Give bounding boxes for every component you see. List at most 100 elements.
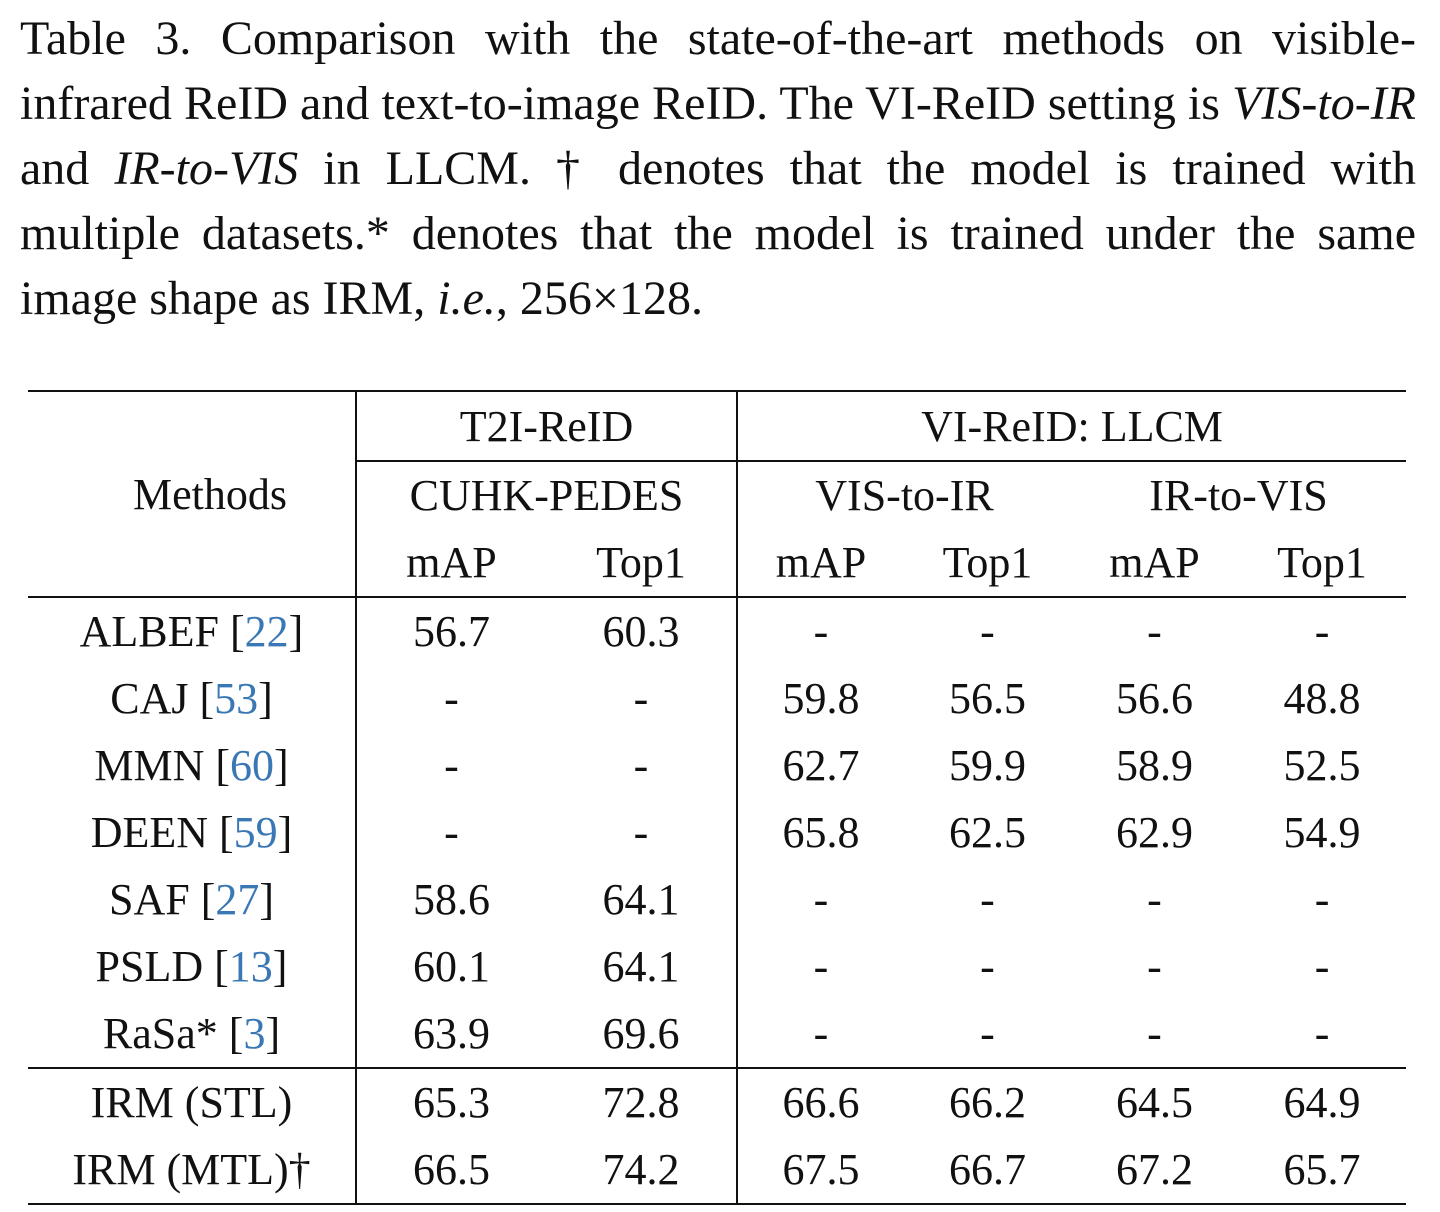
table-cell-best: 67.5 xyxy=(736,1136,904,1204)
table-cell-best: 74.2 xyxy=(602,1145,680,1194)
citation-link[interactable]: 60 xyxy=(230,741,275,790)
table-cell: 56.6 xyxy=(1116,674,1193,723)
caption-italic-vis-to-ir: VIS-to-IR xyxy=(1232,77,1416,130)
table-cell: 64.5 xyxy=(1116,1078,1193,1127)
subheader-ir-to-vis: IR-to-VIS xyxy=(1149,470,1328,520)
table-cell: 48.8 xyxy=(1283,674,1361,723)
group-header-t2i: T2I-ReID xyxy=(355,391,737,462)
table-cell-best: 65.7 xyxy=(1283,1145,1361,1194)
table-cell: - xyxy=(1147,607,1162,656)
table-cell: - xyxy=(1147,942,1162,991)
table-caption: Table 3. Comparison with the state-of-th… xyxy=(20,6,1416,331)
caption-text-2: and xyxy=(20,142,115,195)
table-cell-best: 66.5 xyxy=(355,1136,546,1204)
metric-header: Top1 xyxy=(942,537,1033,587)
group-header-vi: VI-ReID: LLCM xyxy=(735,391,1407,462)
citation-link[interactable]: 59 xyxy=(233,808,278,857)
table-row: ALBEF [22] 56.7 60.3 - - - - xyxy=(28,597,1407,665)
table-row: CAJ [53] - - 59.8 56.5 56.6 48.8 xyxy=(28,665,1406,732)
table-cell: - xyxy=(980,1009,995,1058)
table-cell: 72.8 xyxy=(602,1078,680,1127)
caption-text-3: in LLCM. † denotes that the model is tra… xyxy=(20,142,1416,325)
citation-link[interactable]: 53 xyxy=(214,674,259,723)
method-name: RaSa* [3] xyxy=(102,1009,281,1058)
table-cell: 62.7 xyxy=(736,732,904,799)
method-name: DEEN [59] xyxy=(90,808,293,857)
table-cell: 59.9 xyxy=(949,741,1026,790)
table-cell: - xyxy=(736,933,904,1000)
table-row: MMN [60] - - 62.7 59.9 58.9 52.5 xyxy=(28,732,1406,799)
table-cell: 64.9 xyxy=(1283,1078,1361,1127)
results-table: Methods T2I-ReID VI-ReID: LLCM CUHK-PEDE… xyxy=(28,390,1407,1205)
metric-header: mAP xyxy=(736,528,904,597)
caption-text-1: Table 3. Comparison with the state-of-th… xyxy=(20,12,1416,130)
method-name: ALBEF [22] xyxy=(79,607,304,656)
citation-link[interactable]: 13 xyxy=(228,942,273,991)
metric-header: mAP xyxy=(355,528,546,597)
table-cell: - xyxy=(1147,875,1162,924)
methods-header: Methods xyxy=(133,469,287,519)
table-cell: 58.6 xyxy=(355,866,546,933)
table-row: DEEN [59] - - 65.8 62.5 62.9 54.9 xyxy=(28,799,1406,866)
table-cell: 64.1 xyxy=(602,942,680,991)
citation-link[interactable]: 3 xyxy=(243,1009,266,1058)
table-cell: 54.9 xyxy=(1283,808,1361,857)
metric-header: Top1 xyxy=(1277,537,1367,587)
table-cell: - xyxy=(633,741,649,790)
table-cell: 66.2 xyxy=(949,1078,1026,1127)
table-row: SAF [27] 58.6 64.1 - - - - xyxy=(28,866,1406,933)
citation-link[interactable]: 22 xyxy=(244,607,289,656)
caption-italic-ie: i.e. xyxy=(437,272,496,325)
table-cell: - xyxy=(633,674,649,723)
table-cell: - xyxy=(736,597,904,665)
table-cell: 65.3 xyxy=(355,1068,546,1136)
table-cell-best: 66.7 xyxy=(949,1145,1026,1194)
table-cell: - xyxy=(1314,942,1330,991)
metric-header: Top1 xyxy=(596,537,686,587)
table-cell: 63.9 xyxy=(355,1000,546,1068)
table-cell: - xyxy=(980,875,995,924)
table-cell: 60.3 xyxy=(602,607,680,656)
table-cell: - xyxy=(1314,1009,1330,1058)
table-cell: - xyxy=(355,732,546,799)
table-cell: 64.1 xyxy=(602,875,680,924)
table-cell: - xyxy=(736,1000,904,1068)
table-row-ours: IRM (STL) 65.3 72.8 66.6 66.2 64.5 64.9 xyxy=(28,1068,1407,1136)
table-cell: 62.9 xyxy=(1116,808,1193,857)
subheader-vis-to-ir: VIS-to-IR xyxy=(736,461,1071,528)
table-cell: 66.6 xyxy=(736,1068,904,1136)
table-cell: - xyxy=(1314,875,1330,924)
table-cell: 56.7 xyxy=(355,597,546,665)
table-cell: 59.8 xyxy=(736,665,904,732)
table-cell: 69.6 xyxy=(602,1009,680,1058)
table-cell: - xyxy=(736,866,904,933)
table-cell: 62.5 xyxy=(949,808,1026,857)
table-cell: - xyxy=(633,808,649,857)
subheader-cuhk: CUHK-PEDES xyxy=(355,461,737,528)
table-cell: 58.9 xyxy=(1116,741,1193,790)
table-cell: - xyxy=(355,665,546,732)
table-cell: - xyxy=(355,799,546,866)
table-cell: - xyxy=(980,942,995,991)
table-row: PSLD [13] 60.1 64.1 - - - - xyxy=(28,933,1406,1000)
method-name: SAF [27] xyxy=(108,875,275,924)
method-name: IRM (STL) xyxy=(90,1078,293,1127)
table-cell: 60.1 xyxy=(355,933,546,1000)
table-cell: 56.5 xyxy=(949,674,1026,723)
caption-text-4: , 256×128. xyxy=(495,272,703,325)
method-name: MMN [60] xyxy=(94,741,289,790)
metric-header: mAP xyxy=(1109,537,1200,587)
table-cell: - xyxy=(1314,607,1330,656)
table-cell: - xyxy=(980,607,995,656)
method-name: CAJ [53] xyxy=(110,674,273,723)
table-row: RaSa* [3] 63.9 69.6 - - - - xyxy=(28,1000,1406,1068)
table-cell: - xyxy=(1147,1009,1162,1058)
citation-link[interactable]: 27 xyxy=(215,875,260,924)
table-cell: 52.5 xyxy=(1283,741,1361,790)
method-name: PSLD [13] xyxy=(95,942,288,991)
table-cell: 65.8 xyxy=(736,799,904,866)
table-cell-best: 67.2 xyxy=(1116,1145,1193,1194)
table-row-ours-best: IRM (MTL)† 66.5 74.2 67.5 66.7 67.2 65.7 xyxy=(28,1136,1407,1204)
method-name: IRM (MTL)† xyxy=(72,1145,311,1194)
caption-italic-ir-to-vis: IR-to-VIS xyxy=(114,142,299,195)
